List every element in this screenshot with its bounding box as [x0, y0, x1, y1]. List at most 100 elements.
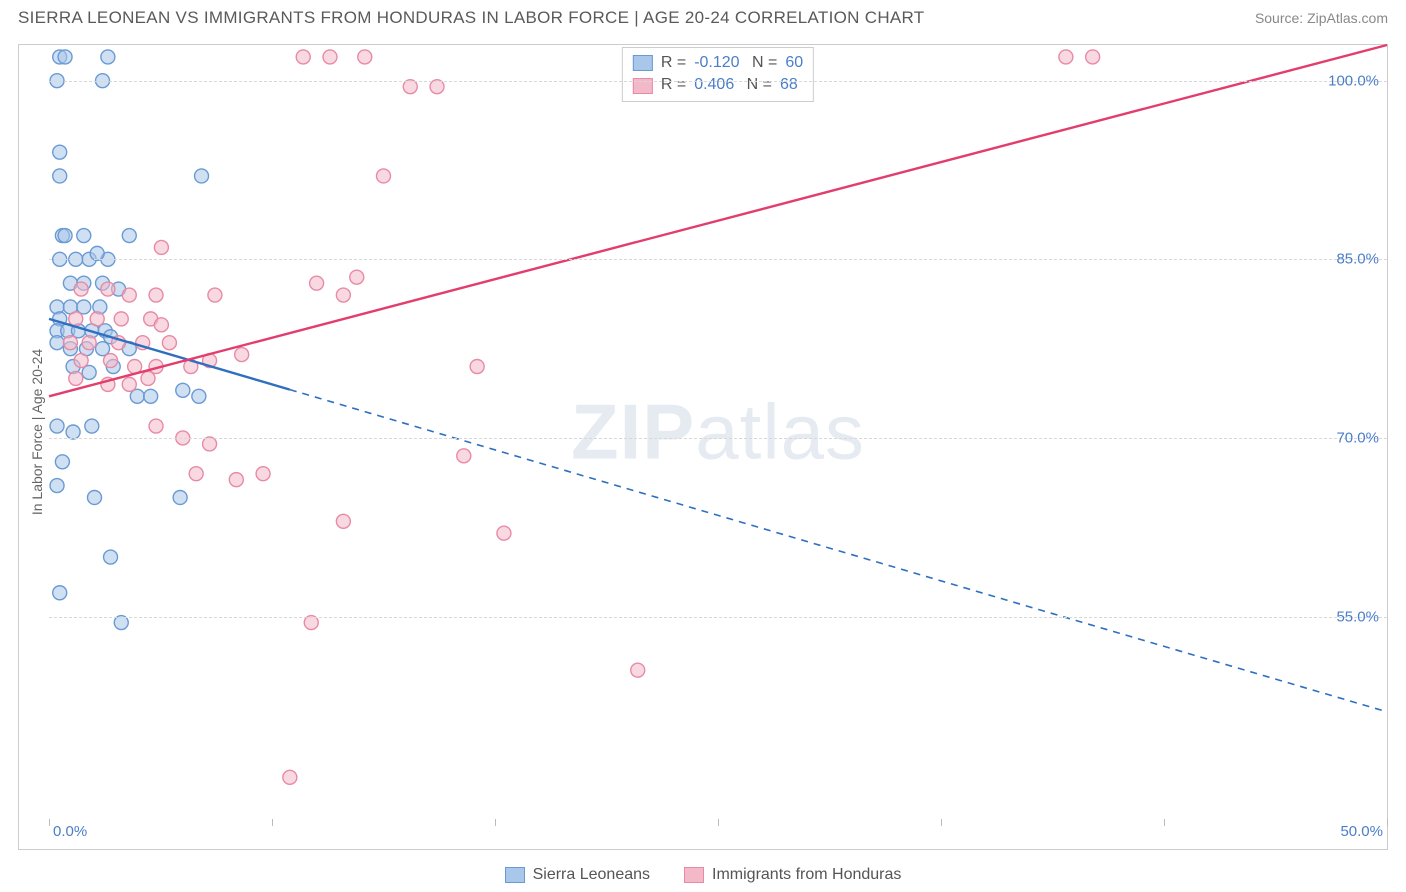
scatter-point: [310, 276, 324, 290]
x-axis-labels: 0.0% 50.0%: [49, 823, 1387, 845]
scatter-point: [101, 50, 115, 64]
scatter-point: [74, 354, 88, 368]
scatter-point: [229, 473, 243, 487]
scatter-point: [53, 169, 67, 183]
y-tick-label: 100.0%: [1328, 72, 1379, 89]
scatter-point: [144, 389, 158, 403]
scatter-point: [122, 288, 136, 302]
scatter-point: [122, 377, 136, 391]
scatter-point: [90, 246, 104, 260]
scatter-point: [58, 229, 72, 243]
stat-n-val-0: 60: [785, 52, 803, 74]
y-tick-label: 55.0%: [1336, 608, 1379, 625]
stat-r-label-0: R =: [661, 52, 686, 74]
scatter-point: [85, 419, 99, 433]
y-tick-label: 70.0%: [1336, 429, 1379, 446]
x-tick: [1387, 819, 1388, 826]
plot-svg: [49, 45, 1387, 819]
scatter-point: [101, 282, 115, 296]
scatter-point: [55, 455, 69, 469]
gridline-h: [49, 259, 1387, 260]
scatter-point: [141, 371, 155, 385]
scatter-point: [63, 336, 77, 350]
chart-header: SIERRA LEONEAN VS IMMIGRANTS FROM HONDUR…: [0, 0, 1406, 32]
scatter-point: [256, 467, 270, 481]
scatter-point: [66, 425, 80, 439]
scatter-point: [87, 490, 101, 504]
scatter-point: [336, 514, 350, 528]
scatter-point: [208, 288, 222, 302]
scatter-point: [122, 229, 136, 243]
x-tick-label-min: 0.0%: [53, 823, 87, 840]
stat-r-val-1: 0.406: [694, 74, 734, 96]
legend-label-1: Immigrants from Honduras: [712, 866, 901, 884]
scatter-point: [350, 270, 364, 284]
legend-item-0: Sierra Leoneans: [505, 866, 650, 884]
stat-r-label-1: R =: [661, 74, 686, 96]
legend-item-1: Immigrants from Honduras: [684, 866, 901, 884]
scatter-point: [149, 419, 163, 433]
scatter-point: [104, 354, 118, 368]
scatter-point: [1086, 50, 1100, 64]
chart-frame: In Labor Force | Age 20-24 ZIPatlas R = …: [18, 44, 1388, 850]
scatter-point: [104, 550, 118, 564]
y-tick-label: 85.0%: [1336, 251, 1379, 268]
stat-n-val-1: 68: [780, 74, 798, 96]
stat-swatch-0: [633, 55, 653, 71]
stat-legend: R = -0.120 N = 60 R = 0.406 N = 68: [622, 47, 814, 102]
scatter-point: [497, 526, 511, 540]
scatter-point: [403, 80, 417, 94]
chart-title: SIERRA LEONEAN VS IMMIGRANTS FROM HONDUR…: [18, 8, 925, 28]
scatter-point: [296, 50, 310, 64]
stat-r-val-0: -0.120: [694, 52, 739, 74]
legend-swatch-1: [684, 867, 704, 883]
scatter-point: [53, 145, 67, 159]
scatter-point: [50, 336, 64, 350]
scatter-point: [149, 288, 163, 302]
scatter-point: [53, 586, 67, 600]
scatter-point: [69, 371, 83, 385]
scatter-point: [58, 50, 72, 64]
scatter-point: [189, 467, 203, 481]
scatter-point: [358, 50, 372, 64]
y-axis-label: In Labor Force | Age 20-24: [29, 349, 45, 515]
legend-label-0: Sierra Leoneans: [533, 866, 650, 884]
scatter-point: [470, 360, 484, 374]
stat-n-label-0: N =: [748, 52, 778, 74]
stat-n-label-1: N =: [742, 74, 772, 96]
scatter-point: [77, 229, 91, 243]
x-tick-label-max: 50.0%: [1340, 823, 1383, 840]
bottom-legend: Sierra Leoneans Immigrants from Honduras: [0, 866, 1406, 884]
scatter-point: [304, 616, 318, 630]
scatter-point: [50, 479, 64, 493]
scatter-point: [235, 348, 249, 362]
scatter-point: [203, 437, 217, 451]
scatter-point: [162, 336, 176, 350]
stat-row-0: R = -0.120 N = 60: [633, 52, 803, 74]
scatter-point: [74, 282, 88, 296]
scatter-point: [173, 490, 187, 504]
gridline-h: [49, 81, 1387, 82]
scatter-point: [631, 663, 645, 677]
scatter-point: [430, 80, 444, 94]
scatter-point: [192, 389, 206, 403]
chart-source: Source: ZipAtlas.com: [1255, 10, 1388, 26]
scatter-point: [457, 449, 471, 463]
scatter-point: [176, 383, 190, 397]
scatter-point: [283, 770, 297, 784]
scatter-point: [1059, 50, 1073, 64]
legend-swatch-0: [505, 867, 525, 883]
scatter-point: [323, 50, 337, 64]
scatter-point: [69, 312, 83, 326]
scatter-point: [377, 169, 391, 183]
scatter-point: [336, 288, 350, 302]
stat-row-1: R = 0.406 N = 68: [633, 74, 803, 96]
scatter-point: [154, 240, 168, 254]
gridline-h: [49, 438, 1387, 439]
scatter-point: [90, 312, 104, 326]
scatter-point: [114, 312, 128, 326]
scatter-point: [195, 169, 209, 183]
scatter-point: [50, 419, 64, 433]
plot-area: In Labor Force | Age 20-24 ZIPatlas R = …: [49, 45, 1387, 819]
gridline-h: [49, 617, 1387, 618]
